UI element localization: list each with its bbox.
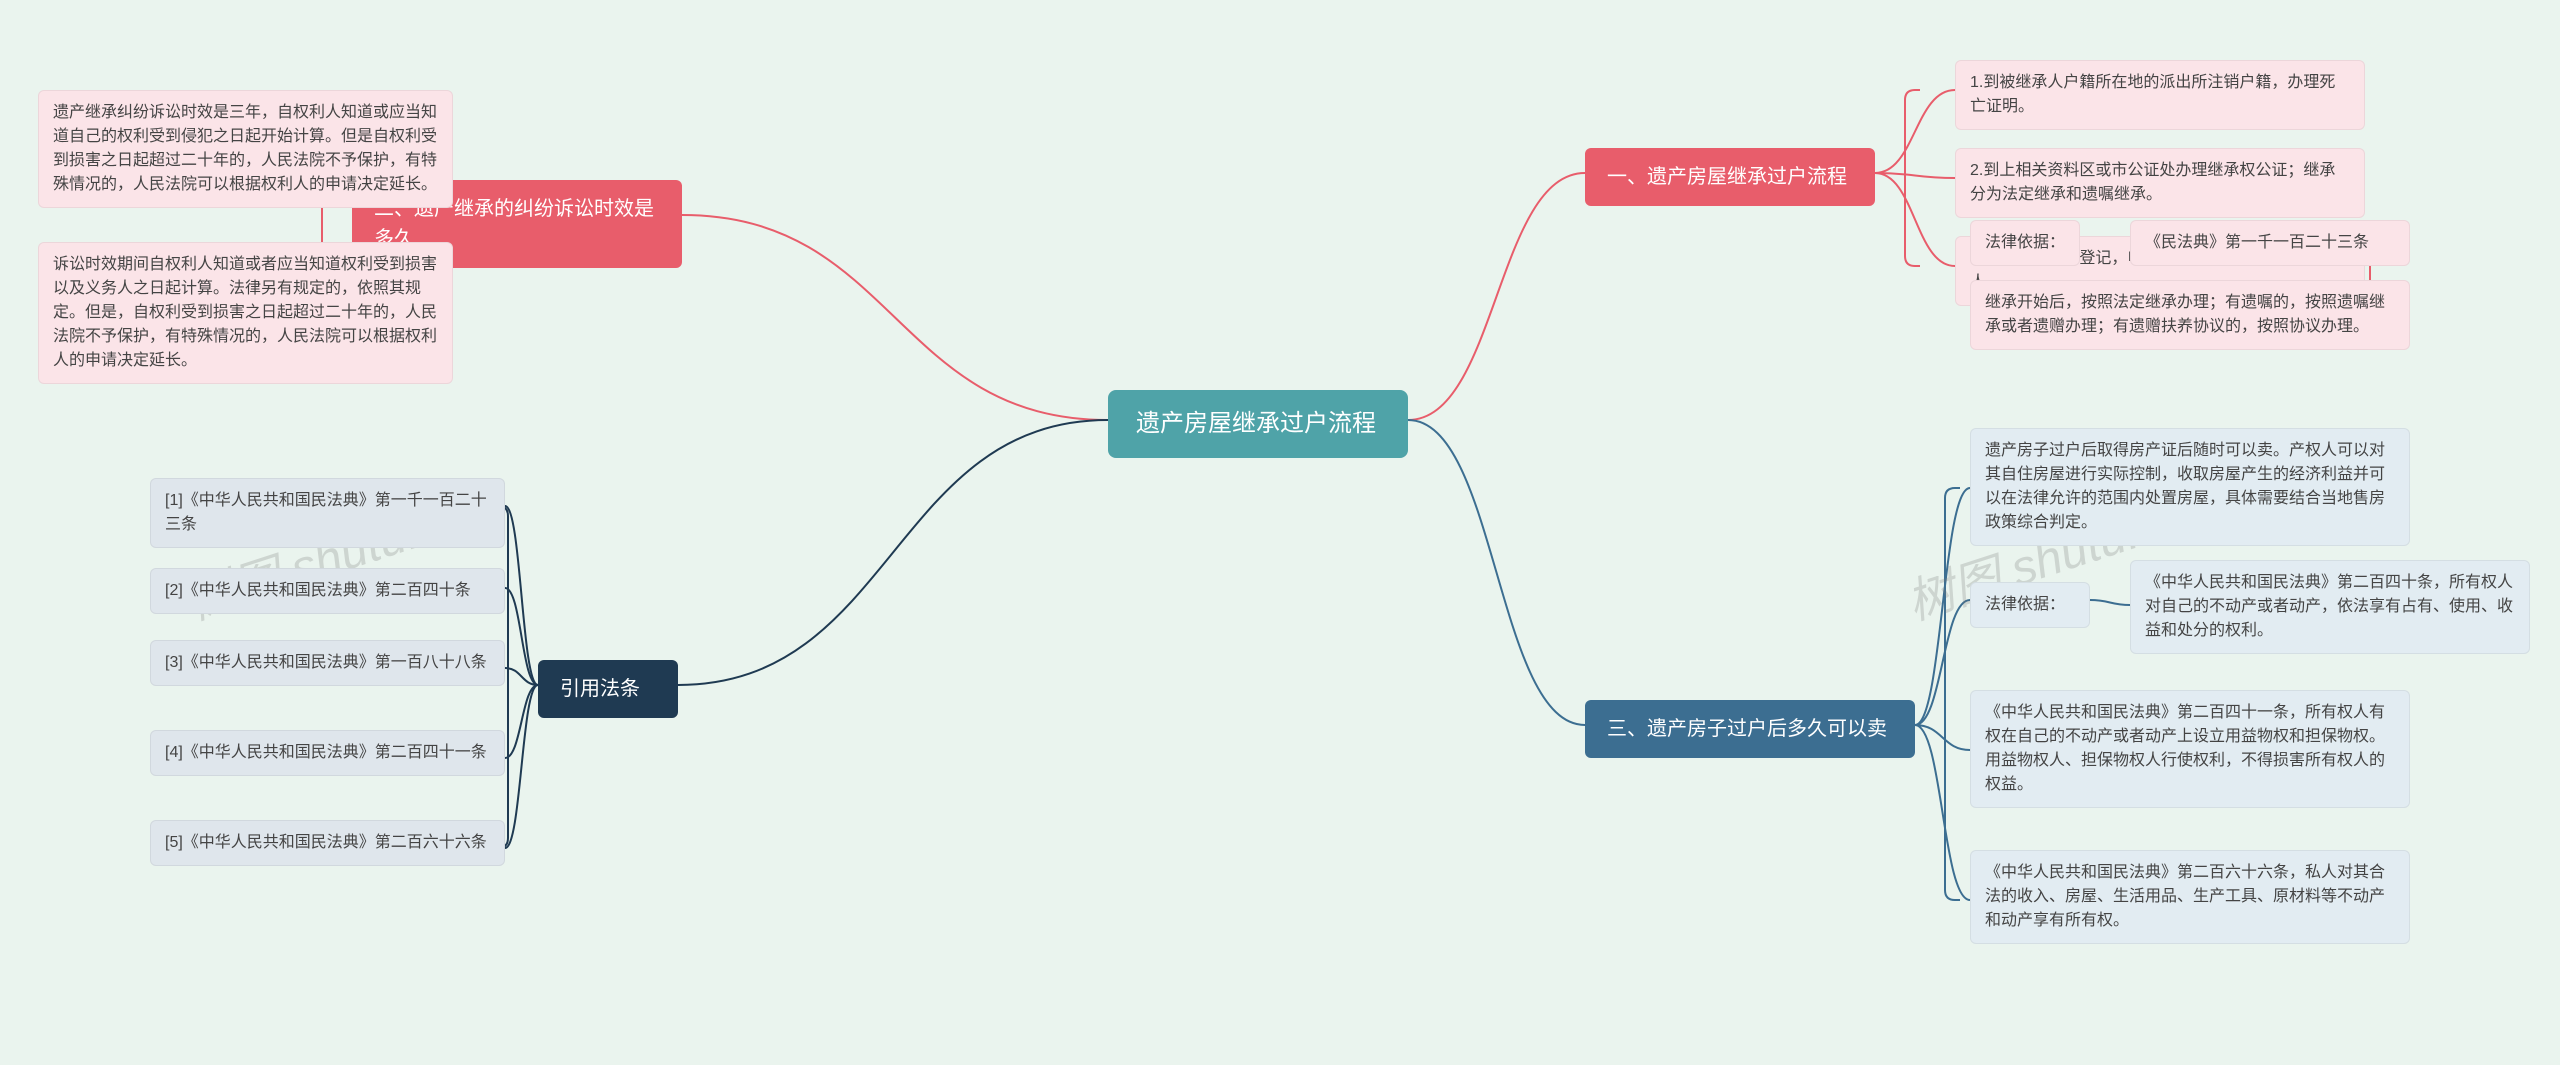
leaf-b4c5: [5]《中华人民共和国民法典》第二百六十六条	[150, 820, 505, 866]
leaf-b1c1: 1.到被继承人户籍所在地的派出所注销户籍，办理死亡证明。	[1955, 60, 2365, 130]
leaf-b3c2a: 《中华人民共和国民法典》第二百四十条，所有权人对自己的不动产或者动产，依法享有占…	[2130, 560, 2530, 654]
leaf-b3c2: 法律依据：	[1970, 582, 2090, 628]
leaf-b3c3: 《中华人民共和国民法典》第二百四十一条，所有权人有权在自己的不动产或者动产上设立…	[1970, 690, 2410, 808]
branch-b1: 一、遗产房屋继承过户流程	[1585, 148, 1875, 206]
leaf-b1c3a: 法律依据：	[1970, 220, 2080, 266]
leaf-b1c3a1: 《民法典》第一千一百二十三条	[2130, 220, 2410, 266]
leaf-b4c4: [4]《中华人民共和国民法典》第二百四十一条	[150, 730, 505, 776]
leaf-b1c3b: 继承开始后，按照法定继承办理；有遗嘱的，按照遗嘱继承或者遗赠办理；有遗赠扶养协议…	[1970, 280, 2410, 350]
leaf-b2c1: 遗产继承纠纷诉讼时效是三年，自权利人知道或应当知道自己的权利受到侵犯之日起开始计…	[38, 90, 453, 208]
branch-b3: 三、遗产房子过户后多久可以卖	[1585, 700, 1915, 758]
leaf-b3c4: 《中华人民共和国民法典》第二百六十六条，私人对其合法的收入、房屋、生活用品、生产…	[1970, 850, 2410, 944]
leaf-b3c1: 遗产房子过户后取得房产证后随时可以卖。产权人可以对其自住房屋进行实际控制，收取房…	[1970, 428, 2410, 546]
branch-b4: 引用法条	[538, 660, 678, 718]
leaf-b4c2: [2]《中华人民共和国民法典》第二百四十条	[150, 568, 505, 614]
leaf-b1c2: 2.到上相关资料区或市公证处办理继承权公证；继承分为法定继承和遗嘱继承。	[1955, 148, 2365, 218]
leaf-b4c3: [3]《中华人民共和国民法典》第一百八十八条	[150, 640, 505, 686]
leaf-b4c1: [1]《中华人民共和国民法典》第一千一百二十三条	[150, 478, 505, 548]
center-node: 遗产房屋继承过户流程	[1108, 390, 1408, 458]
leaf-b2c2: 诉讼时效期间自权利人知道或者应当知道权利受到损害以及义务人之日起计算。法律另有规…	[38, 242, 453, 384]
